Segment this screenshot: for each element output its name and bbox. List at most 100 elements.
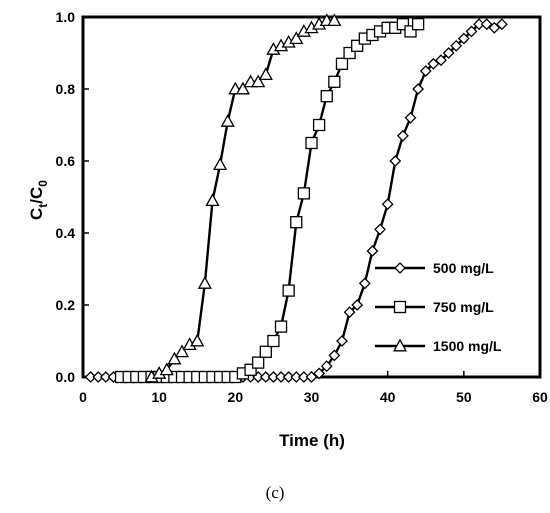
- x-tick-label: 50: [456, 389, 472, 405]
- data-point: [99, 371, 112, 383]
- data-point: [92, 371, 105, 383]
- data-point: [275, 371, 287, 383]
- data-point: [174, 344, 190, 358]
- data-point: [343, 306, 356, 319]
- figure-caption: (c): [266, 483, 285, 502]
- series-triangle: [144, 13, 342, 383]
- data-point: [258, 67, 273, 81]
- data-point: [328, 349, 341, 362]
- series-line: [90, 23, 503, 379]
- y-tick-label: 0.2: [56, 297, 76, 313]
- y-axis-title-mid: /C: [27, 187, 46, 204]
- data-point: [351, 39, 364, 52]
- plot-frame: [81, 15, 542, 379]
- legend-marker: [394, 262, 406, 274]
- data-point: [220, 114, 235, 127]
- legend-item: 750 mg/L: [375, 299, 494, 315]
- data-point: [396, 129, 409, 142]
- series-square: [114, 18, 425, 384]
- data-point: [495, 18, 508, 31]
- data-point: [435, 54, 447, 67]
- y-axis: 0.0 0.2 0.4 0.6 0.8 1.0: [56, 9, 89, 385]
- y-tick-label: 1.0: [56, 9, 76, 25]
- data-point: [259, 345, 272, 358]
- data-point: [84, 371, 97, 383]
- legend-label: 500 mg/L: [433, 260, 494, 276]
- data-point: [488, 21, 501, 34]
- data-point: [297, 371, 310, 383]
- plot-area: [81, 15, 542, 379]
- y-axis-title: Ct/C0: [27, 180, 50, 220]
- data-point: [427, 57, 440, 70]
- data-point: [366, 245, 379, 257]
- legend-marker: [393, 300, 407, 314]
- data-point: [252, 356, 265, 369]
- data-point: [389, 155, 402, 167]
- data-point: [358, 277, 371, 290]
- data-point: [480, 18, 493, 31]
- data-point: [282, 284, 295, 297]
- data-point: [396, 18, 410, 31]
- data-point: [450, 39, 463, 52]
- x-tick-label: 60: [532, 389, 548, 405]
- data-point: [320, 90, 333, 103]
- y-tick-label: 0.0: [56, 369, 76, 385]
- x-tick-label: 0: [79, 389, 87, 405]
- legend: 500 mg/L 750 mg/L 1500 mg/L: [375, 260, 502, 354]
- data-point: [274, 320, 288, 333]
- data-point: [305, 136, 318, 150]
- data-point: [404, 111, 417, 124]
- data-point: [190, 333, 205, 347]
- legend-marker: [392, 338, 408, 352]
- data-point: [289, 31, 304, 45]
- x-tick-label: 20: [228, 389, 244, 405]
- series-diamond: [84, 18, 508, 383]
- data-point: [297, 187, 311, 200]
- data-point: [404, 25, 417, 38]
- data-point: [343, 46, 356, 60]
- y-axis-title-sub2: 0: [36, 180, 50, 187]
- y-axis-title-main: C: [27, 208, 46, 220]
- data-point: [457, 32, 470, 45]
- x-tick-label: 40: [380, 389, 396, 405]
- data-point: [411, 18, 425, 31]
- data-point: [235, 81, 251, 95]
- data-point: [305, 371, 318, 383]
- data-point: [374, 223, 386, 236]
- data-point: [351, 299, 364, 311]
- y-tick-label: 0.4: [56, 225, 76, 241]
- data-point: [473, 18, 485, 31]
- x-tick-label: 30: [304, 389, 320, 405]
- data-point: [336, 335, 348, 347]
- data-point: [419, 65, 432, 77]
- data-point: [167, 351, 182, 365]
- x-axis-title: Time (h): [279, 431, 345, 450]
- series-layer: [84, 13, 508, 384]
- data-point: [465, 25, 478, 38]
- legend-label: 1500 mg/L: [433, 338, 502, 354]
- data-point: [313, 367, 326, 380]
- y-tick-label: 0.8: [56, 81, 76, 97]
- y-tick-label: 0.6: [56, 153, 76, 169]
- data-point: [312, 118, 326, 132]
- legend-label: 750 mg/L: [433, 299, 494, 315]
- data-point: [267, 334, 280, 348]
- legend-item: 500 mg/L: [375, 260, 494, 276]
- data-point: [412, 83, 425, 95]
- data-point: [328, 75, 341, 88]
- data-point: [197, 276, 212, 289]
- data-point: [212, 157, 228, 171]
- data-point: [335, 57, 349, 70]
- data-point: [159, 362, 174, 376]
- x-tick-label: 10: [151, 389, 167, 405]
- data-point: [267, 371, 280, 383]
- y-axis-title-sub1: t: [36, 204, 50, 208]
- data-point: [290, 216, 303, 229]
- data-point: [320, 360, 333, 373]
- data-point: [259, 371, 272, 383]
- x-axis: 0 10 20 30 40 50 60: [79, 371, 548, 405]
- data-point: [244, 363, 257, 376]
- data-point: [442, 47, 455, 59]
- data-point: [290, 371, 303, 383]
- data-point: [251, 74, 266, 88]
